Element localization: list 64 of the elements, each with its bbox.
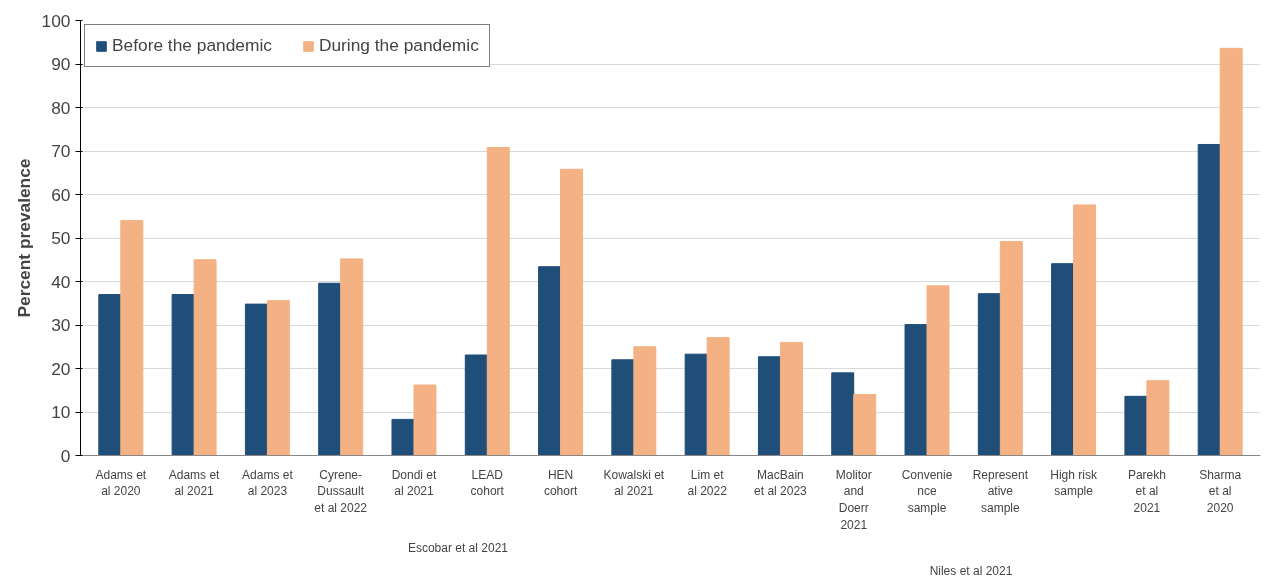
y-tick-label: 10 (51, 402, 71, 422)
x-tick-label: Adams et al 2023 (242, 467, 294, 499)
bar (98, 294, 122, 456)
x-tick-label: Represent ative sample (972, 467, 1029, 516)
x-tick-label: High risk sample (1050, 467, 1098, 499)
x-tick-label: MacBain et al 2023 (754, 467, 808, 499)
bar (757, 356, 781, 456)
text: Escobar et al 2021 (407, 540, 509, 555)
y-tick-label: 0 (60, 445, 71, 466)
bar (120, 220, 144, 456)
x-tick-label: Molitor and Doerr 2021 (835, 467, 872, 532)
text: Niles et al 2021 (929, 563, 1013, 578)
bar (318, 282, 342, 456)
bar (999, 240, 1023, 456)
bar (413, 384, 437, 456)
bar (1146, 380, 1170, 456)
bar (1051, 263, 1075, 456)
bar (633, 346, 657, 456)
y-tick-label: 90 (51, 54, 71, 74)
legend-label: During the pandemic (318, 35, 479, 56)
x-tick-label: Kowalski et al 2021 (603, 467, 665, 499)
y-tick-label: 50 (51, 228, 71, 248)
bar (926, 285, 950, 456)
x-tick-label: LEAD cohort (470, 467, 505, 499)
y-tick-label: 30 (51, 315, 71, 335)
x-tick-label: Lim et al 2022 (687, 467, 728, 499)
bar (560, 168, 584, 456)
bar (1124, 395, 1148, 456)
x-tick-label: HEN cohort (543, 467, 578, 499)
bar (831, 372, 855, 456)
y-tick-label: 70 (51, 141, 71, 161)
x-tick-label: Sharma et al 2020 (1199, 467, 1242, 516)
bar (391, 418, 415, 456)
x-tick-label: Adams et al 2020 (95, 467, 147, 499)
bar (244, 303, 268, 456)
bar (1197, 143, 1221, 456)
bar (684, 353, 708, 456)
bar (706, 337, 730, 456)
legend-label: Before the pandemic (112, 35, 272, 56)
bar (904, 324, 928, 456)
y-tick-label: 20 (51, 358, 71, 379)
y-tick-label: 100 (41, 10, 71, 31)
bar (538, 266, 562, 456)
y-tick-label: 40 (51, 271, 71, 292)
bar (977, 293, 1001, 456)
x-tick-label: Parekh et al 2021 (1127, 467, 1166, 516)
y-axis-title: Percent prevalence (13, 158, 34, 318)
bar (853, 394, 877, 456)
bar (464, 354, 488, 456)
x-tick-label: Adams et al 2021 (168, 467, 221, 499)
y-tick-label: 80 (51, 97, 71, 118)
bar (779, 341, 803, 456)
bar (193, 259, 217, 456)
bar (1219, 47, 1243, 456)
bar (340, 258, 364, 456)
x-tick-label: Convenie nce sample (901, 467, 953, 516)
bar (486, 147, 510, 456)
bar (1073, 204, 1097, 456)
x-tick-label: Dondi et al 2021 (391, 467, 437, 499)
bar (266, 300, 290, 456)
y-tick-label: 60 (51, 184, 71, 205)
bar (611, 359, 635, 456)
bar (171, 294, 195, 456)
x-tick-label: Cyrene- Dussault et al 2022 (314, 467, 368, 516)
